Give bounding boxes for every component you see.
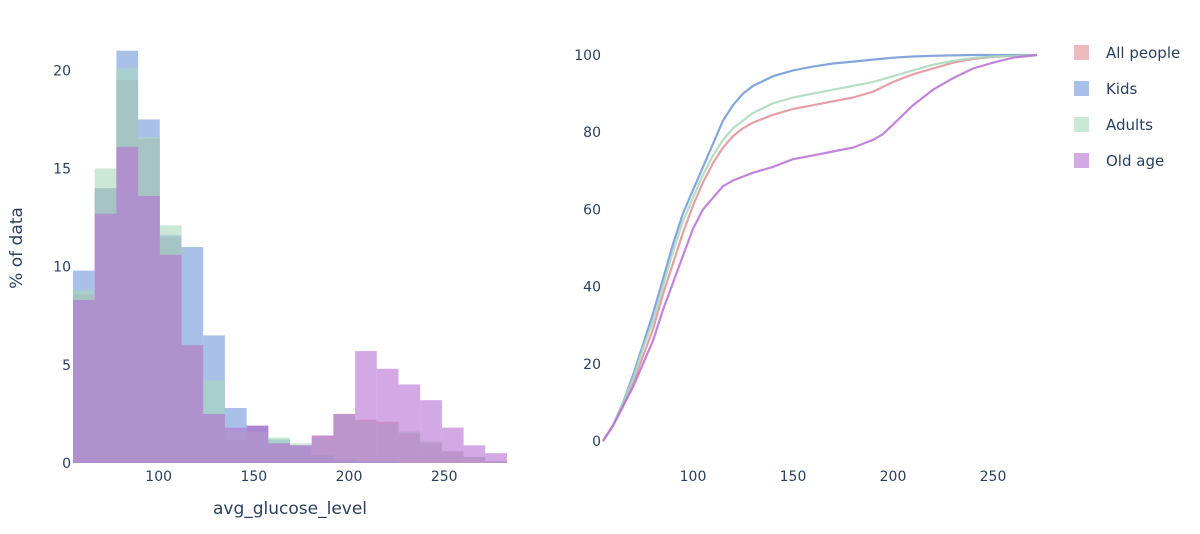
cumulative-y-tick-label: 0	[592, 434, 601, 450]
cumulative-lines	[602, 53, 1038, 442]
histogram-x-tick-label: 150	[240, 469, 267, 485]
histogram-y-tick-label: 10	[53, 260, 71, 276]
histogram-bar	[73, 300, 95, 463]
cumulative-y-tick-label: 80	[583, 125, 601, 141]
cumulative-y-tick-label: 20	[583, 357, 601, 373]
histogram-bar	[159, 254, 182, 463]
cumulative-series-line	[602, 53, 1038, 442]
histogram-y-tick-label: 0	[62, 456, 71, 472]
histogram-bar	[181, 345, 204, 463]
cumulative-chart: 0 20 40 60 80 100 100 150 200 250	[574, 48, 1038, 485]
histogram-bar	[116, 146, 139, 463]
cumulative-x-tick-label: 150	[780, 469, 807, 485]
legend[interactable]: All people Kids Adults Old age	[1074, 44, 1180, 170]
cumulative-y-tick-label: 60	[583, 202, 601, 218]
histogram-y-tick-label: 20	[53, 63, 71, 79]
histogram-bar	[333, 413, 356, 463]
cumulative-x-ticks: 100 150 200 250	[680, 469, 1007, 485]
histogram-x-tick-label: 200	[336, 469, 363, 485]
histogram-bar	[246, 425, 269, 463]
legend-swatch	[1074, 153, 1089, 168]
histogram-x-tick-label: 250	[431, 469, 458, 485]
histogram-bar	[94, 213, 117, 463]
legend-label: Adults	[1106, 116, 1153, 134]
cumulative-x-tick-label: 100	[680, 469, 707, 485]
legend-label: Old age	[1106, 152, 1164, 170]
histogram-bar	[311, 435, 334, 463]
histogram-bar	[485, 453, 507, 463]
histogram-x-tick-label: 100	[145, 469, 172, 485]
legend-label: All people	[1106, 44, 1180, 62]
histogram-bar	[398, 384, 421, 463]
legend-item[interactable]: Adults	[1074, 116, 1153, 134]
legend-swatch	[1074, 45, 1089, 60]
histogram-bar	[203, 413, 225, 463]
histogram-y-tick-label: 15	[53, 162, 71, 178]
histogram-y-tick-label: 5	[62, 358, 71, 374]
cumulative-x-tick-label: 200	[880, 469, 907, 485]
legend-item[interactable]: Old age	[1074, 152, 1164, 170]
cumulative-series-line	[602, 53, 1038, 442]
histogram-bar	[463, 445, 486, 463]
histogram-bar	[376, 368, 399, 463]
histogram-x-ticks: 100 150 200 250	[145, 469, 457, 485]
histogram-y-axis-title: % of data	[7, 207, 27, 289]
histogram-bars	[73, 50, 507, 464]
legend-item[interactable]: All people	[1074, 44, 1180, 62]
histogram-bar	[441, 427, 464, 463]
legend-swatch	[1074, 117, 1089, 132]
cumulative-series-line	[602, 53, 1037, 442]
cumulative-x-tick-label: 250	[980, 469, 1007, 485]
cumulative-y-tick-label: 40	[583, 280, 601, 296]
legend-item[interactable]: Kids	[1074, 80, 1138, 98]
histogram-bar	[224, 427, 247, 463]
histogram-bar	[268, 443, 290, 463]
cumulative-series-line	[602, 53, 1038, 442]
cumulative-y-ticks: 0 20 40 60 80 100	[574, 48, 601, 450]
histogram-bar	[355, 351, 377, 463]
legend-swatch	[1074, 81, 1089, 96]
histogram-bar	[290, 445, 312, 463]
histogram-x-axis-title: avg_glucose_level	[213, 499, 367, 519]
legend-label: Kids	[1106, 80, 1138, 98]
histogram-bar	[138, 195, 160, 463]
cumulative-y-tick-label: 100	[574, 48, 601, 64]
histogram-bar	[420, 400, 442, 463]
histogram-y-ticks: 0 5 10 15 20	[53, 63, 71, 472]
